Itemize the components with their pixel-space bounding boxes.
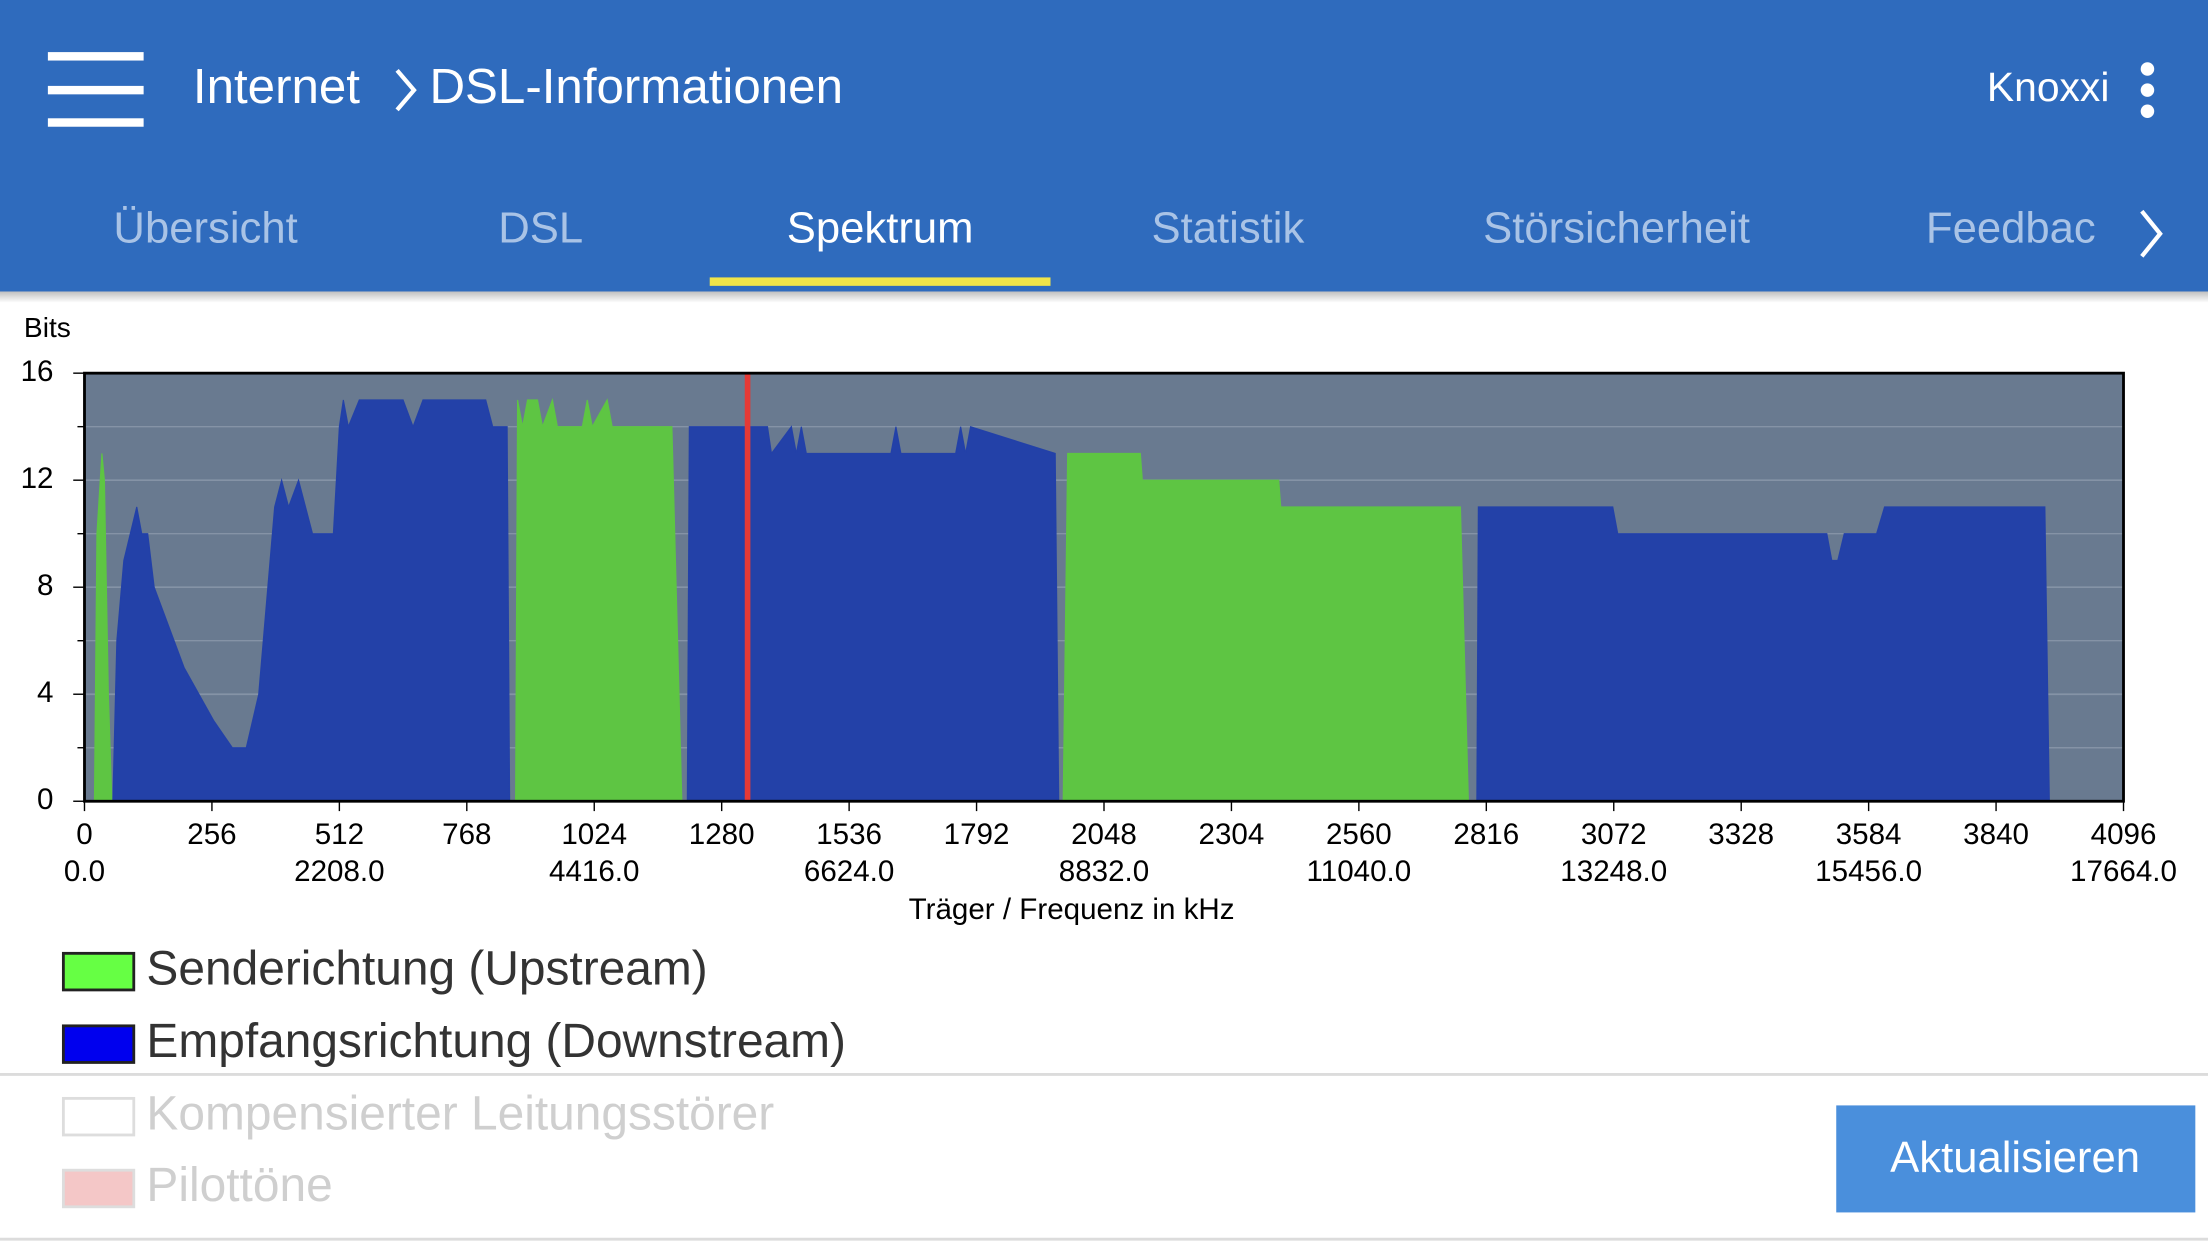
x-tick-label: 256 [187,818,236,851]
x-freq-label: 6624.0 [804,855,894,888]
legend-label-inactive: Kompensierter Leitungsstörer [146,1087,774,1140]
y-tick-label: 4 [37,676,53,709]
dot [2140,104,2155,119]
tab[interactable]: Störsicherheit [1483,203,1750,252]
y-tick-label: 16 [21,355,54,388]
y-tick-label: 8 [37,569,53,602]
tab[interactable]: Feedbac [1926,203,2096,252]
legend-swatch-inactive [61,1096,136,1137]
x-tick-label: 2048 [1071,818,1137,851]
tab[interactable]: Statistik [1152,203,1305,252]
header-shadow [0,291,2208,303]
x-tick-label: 2560 [1326,818,1392,851]
x-tick-label: 4096 [2091,818,2157,851]
tab[interactable]: DSL [498,203,583,252]
breadcrumb-separator [395,69,417,112]
x-freq-label: 2208.0 [294,855,384,888]
refresh-button[interactable]: Aktualisieren [1836,1105,2196,1213]
legend-label: Empfangsrichtung (Downstream) [146,1015,846,1068]
tab-bar: Übersicht DSL Spektrum Statistik Störsicherh… [113,203,2096,286]
x-tick-label: 1536 [816,818,882,851]
menu-line [47,52,144,61]
legend-label: Senderichtung (Upstream) [146,942,707,995]
x-tick-label: 1024 [561,818,627,851]
overflow-menu[interactable] [2140,62,2155,119]
y-axis-label: Bits [24,312,71,343]
x-freq-label: 13248.0 [1560,855,1667,888]
legend-swatch [61,951,136,992]
plot-border [83,371,2125,803]
x-tick-label: 1792 [944,818,1010,851]
y-tick-label: 12 [21,462,54,495]
x-freq-label: 11040.0 [1307,855,1412,888]
legend-label-inactive: Pilottöne [146,1159,332,1212]
x-tick-label: 3072 [1581,818,1647,851]
user-name: Knoxxi [1987,64,2110,110]
dot [2140,62,2155,76]
breadcrumb-current: DSL-Informationen [429,59,842,114]
button-label: Aktualisieren [1890,1133,2140,1182]
x-freq-label: 15456.0 [1815,855,1922,888]
x-tick-label: 512 [315,818,364,851]
app-bar [0,0,2208,292]
x-tick-label: 3328 [1708,818,1774,851]
x-tick-label: 3840 [1963,818,2029,851]
x-tick-label: 3584 [1836,818,1902,851]
y-tick-label: 0 [37,783,53,816]
legend-swatch [61,1024,136,1064]
tab-indicator [709,277,1051,286]
chart: Bits Träger / Frequenz in kHz 0 4 8 12 16 0 256 5… [21,312,2177,1212]
tab-scroll-right[interactable] [2140,209,2163,258]
legend-swatch-inactive [61,1168,136,1209]
area [112,399,2050,802]
menu-line [47,85,144,95]
x-tick-label: 2816 [1453,818,1519,851]
x-freq-label: 17664.0 [2070,855,2177,888]
button-bg [1836,1105,2196,1213]
x-freq-label: 8832.0 [1059,855,1149,888]
x-freq-label: 0.0 [64,855,105,888]
tab[interactable]: Spektrum [787,203,974,252]
x-freq-label: 4416.0 [549,855,639,888]
x-tick-label: 768 [442,818,491,851]
menu-line [47,118,144,127]
x-axis-label: Träger / Frequenz in kHz [909,893,1235,926]
dot [2140,83,2155,97]
breadcrumb-link[interactable]: Internet [193,59,360,114]
menu-button[interactable] [47,52,144,127]
x-tick-label: 0 [76,818,92,851]
x-tick-label: 1280 [689,818,755,851]
tab[interactable]: Übersicht [113,203,297,252]
x-tick-label: 2304 [1199,818,1265,851]
